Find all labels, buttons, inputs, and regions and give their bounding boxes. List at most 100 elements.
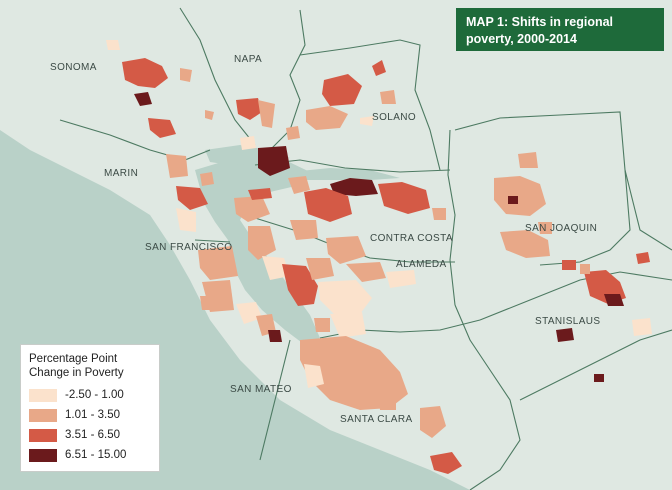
tract-sonoma-5 [180, 68, 192, 82]
legend-label: -2.50 - 1.00 [65, 389, 124, 401]
tract-st-4 [556, 328, 574, 342]
napa-solano-boundary [269, 9, 306, 151]
legend-label: 3.51 - 6.50 [65, 429, 120, 441]
tract-sonoma-4 [106, 40, 120, 50]
legend-item: 3.51 - 6.50 [29, 426, 151, 444]
tract-marin-1 [166, 154, 188, 178]
tract-marin-3 [176, 208, 196, 232]
tract-solano-3 [372, 60, 386, 76]
tract-sm-1 [236, 302, 262, 324]
county-label-san-joaquin: SAN JOAQUIN [525, 223, 598, 234]
legend-swatch [29, 448, 57, 462]
tract-napa-2 [258, 100, 275, 128]
county-label-santa-clara: SANTA CLARA [340, 414, 413, 425]
tract-sonoma-3 [148, 118, 176, 138]
tract-sc-4 [430, 452, 462, 474]
tract-cc-6 [248, 188, 272, 200]
tract-sonoma-6 [205, 110, 214, 120]
tract-sj-3 [508, 196, 518, 204]
tract-sc-2 [304, 364, 324, 388]
tract-sm-3 [268, 330, 282, 342]
tract-cc-8 [326, 236, 366, 264]
tract-sc-5 [378, 396, 396, 410]
tract-st-8 [580, 264, 590, 274]
stanislaus-south-boundary [519, 329, 672, 401]
suisun-bay [290, 168, 400, 180]
tract-solano-2 [306, 106, 348, 130]
stanislaus-east-boundary [624, 169, 672, 251]
tract-vallejo-1 [258, 146, 290, 176]
tract-napa-3 [286, 126, 300, 140]
san-mateo-santa-clara-boundary [259, 339, 291, 461]
county-label-san-francisco: SAN FRANCISCO [145, 242, 233, 253]
county-label-san-mateo: SAN MATEO [230, 384, 292, 395]
tract-cc-5 [234, 196, 270, 222]
tract-sonoma-1 [122, 58, 168, 88]
tract-st-6 [636, 252, 650, 264]
tract-alameda-3 [330, 312, 366, 338]
tract-oakland-1 [248, 226, 276, 260]
tract-oakland-4 [306, 258, 334, 280]
tract-cc-3 [304, 188, 352, 222]
county-label-solano: SOLANO [372, 112, 417, 123]
santa-clara-east-boundary [454, 304, 521, 490]
tract-vallejo-2 [240, 136, 256, 150]
legend-swatch [29, 408, 57, 422]
tract-st-2 [604, 294, 624, 306]
tract-cc-1 [330, 178, 378, 196]
poverty-tracts [106, 40, 652, 474]
tract-alameda-2 [346, 262, 386, 282]
sonoma-marin-boundary [59, 119, 211, 161]
tract-st-3 [562, 260, 576, 270]
tract-sj-2 [518, 152, 538, 168]
tract-alameda-4 [314, 318, 330, 332]
tract-sj-4 [500, 230, 550, 258]
marin-sf-boundary [194, 239, 231, 243]
tract-oakland-2 [262, 256, 290, 280]
tract-cc-9 [432, 208, 446, 220]
legend-item: 6.51 - 15.00 [29, 446, 151, 464]
tract-cc-7 [290, 220, 318, 240]
legend-swatch [29, 388, 57, 402]
tract-solano-4 [380, 90, 396, 104]
tract-marin-4 [200, 172, 214, 186]
tract-marin-2 [176, 186, 208, 210]
tract-sonoma-2 [134, 92, 152, 106]
tract-sf-1 [198, 246, 238, 280]
legend-item: -2.50 - 1.00 [29, 386, 151, 404]
county-label-contra-costa: CONTRA COSTA [370, 233, 453, 244]
legend-title: Percentage Point Change in Poverty [29, 353, 124, 379]
county-label-stanislaus: STANISLAUS [535, 316, 601, 327]
sonoma-napa-boundary [179, 7, 256, 146]
county-label-sonoma: SONOMA [50, 62, 97, 73]
tract-solano-1 [322, 74, 362, 106]
tract-sc-3 [420, 406, 446, 438]
tract-alameda-1 [318, 280, 372, 314]
legend-item: 1.01 - 3.50 [29, 406, 151, 424]
contra-costa-east-boundary [447, 129, 456, 306]
legend-swatch [29, 428, 57, 442]
legend: Percentage Point Change in Poverty -2.50… [20, 344, 160, 472]
tract-st-7 [594, 374, 604, 382]
legend-label: 6.51 - 15.00 [65, 449, 127, 461]
stanislaus-boundary [479, 271, 672, 321]
county-label-napa: NAPA [234, 54, 263, 65]
county-label-alameda: ALAMEDA [396, 259, 447, 270]
county-label-marin: MARIN [104, 168, 139, 179]
tract-sj-5 [538, 222, 552, 234]
tract-sc-1 [300, 336, 408, 410]
map-title: MAP 1: Shifts in regional poverty, 2000-… [456, 8, 664, 51]
tract-alameda-5 [386, 270, 416, 288]
tract-sj-1 [494, 176, 546, 216]
tract-oakland-3 [282, 264, 318, 306]
tract-st-5 [632, 318, 652, 336]
tract-cc-2 [378, 182, 430, 214]
tract-cc-4 [288, 176, 310, 194]
solano-north-boundary [299, 39, 441, 171]
tract-sm-4 [200, 296, 218, 310]
tract-solano-5 [360, 116, 374, 126]
legend-label: 1.01 - 3.50 [65, 409, 120, 421]
tract-napa-1 [236, 98, 262, 120]
